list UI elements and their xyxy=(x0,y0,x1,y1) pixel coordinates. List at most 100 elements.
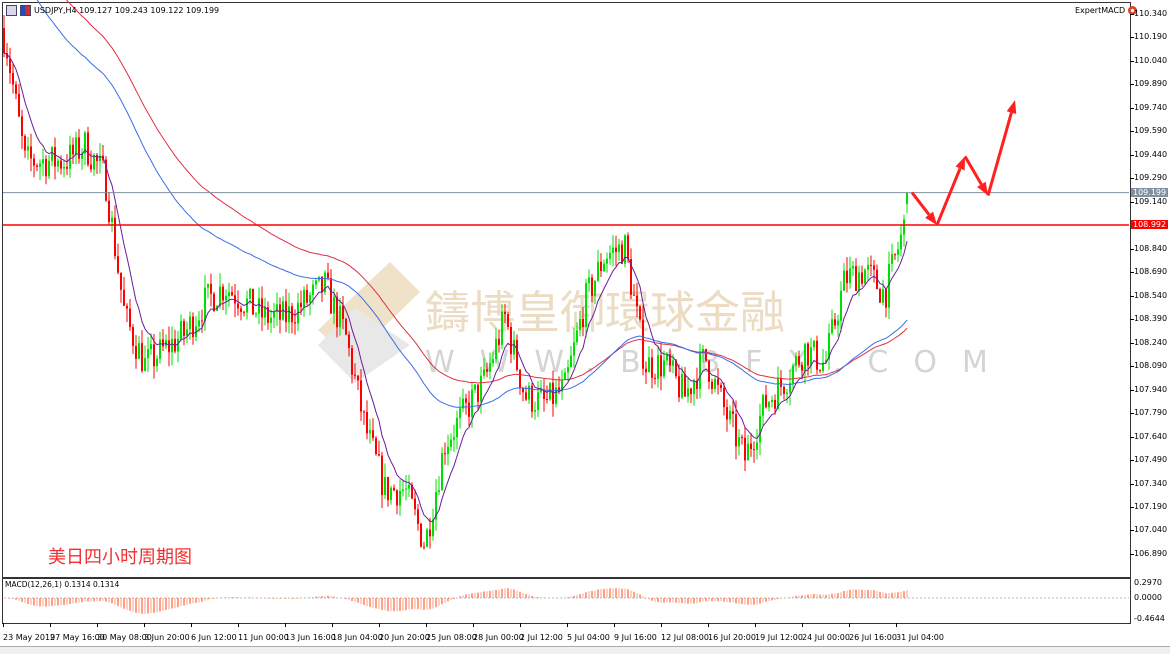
candle-body xyxy=(585,283,587,328)
candle-body xyxy=(189,316,191,330)
candle-body xyxy=(759,415,761,443)
candle-body xyxy=(474,384,476,390)
price-axis[interactable]: 110.340 110.190 110.040 109.890 109.740 109.5… xyxy=(1130,0,1170,578)
time-tick-label: 18 Jun 04:00 xyxy=(332,633,383,642)
projection-arrow-shaft xyxy=(963,155,983,186)
candle-body xyxy=(492,359,494,364)
candle-body xyxy=(795,356,797,366)
candle-body xyxy=(93,154,95,170)
candle-body xyxy=(411,484,413,499)
projection-arrow-head xyxy=(925,211,937,225)
macd-tick-label: -0.4644 xyxy=(1134,614,1165,623)
time-tick xyxy=(238,623,239,627)
candle-body xyxy=(393,487,395,491)
time-tick xyxy=(379,623,380,627)
time-tick xyxy=(285,623,286,627)
price-tick-label: 109.290 xyxy=(1134,173,1168,183)
candle-body xyxy=(480,375,482,402)
expert-status-icon xyxy=(1128,6,1138,15)
candle-body xyxy=(21,116,23,136)
candle-body xyxy=(732,411,734,414)
candle-body xyxy=(441,453,443,491)
candle-body xyxy=(339,305,341,328)
candle-body xyxy=(228,292,230,296)
ma-blue-line xyxy=(36,0,908,408)
time-tick-label: 9 Jul 16:00 xyxy=(614,633,657,642)
candle-body xyxy=(813,340,815,348)
candle-body xyxy=(144,358,146,371)
price-tick xyxy=(1130,272,1134,274)
candle-body xyxy=(525,392,527,400)
candle-body xyxy=(750,443,752,450)
candle-body xyxy=(468,402,470,417)
price-tick-label: 108.540 xyxy=(1134,290,1168,300)
projection-arrow-head xyxy=(955,156,965,171)
candle-body xyxy=(456,417,458,438)
candle-body xyxy=(816,340,818,370)
time-tick-label: 11 Jun 00:00 xyxy=(238,633,289,642)
candle-body xyxy=(384,477,386,495)
price-tick xyxy=(1130,483,1134,485)
candle-body xyxy=(774,399,776,409)
candle-body xyxy=(666,354,668,361)
candle-body xyxy=(153,344,155,367)
candle-body xyxy=(243,311,245,313)
candle-body xyxy=(426,529,428,547)
time-tick xyxy=(3,623,4,627)
candle-body xyxy=(66,166,68,169)
candle-body xyxy=(27,146,29,151)
candle-body xyxy=(810,347,812,366)
trading-icon[interactable] xyxy=(20,5,31,16)
price-tick-label: 106.890 xyxy=(1134,548,1168,558)
candle-body xyxy=(618,244,620,253)
candle-body xyxy=(471,389,473,417)
candle-body xyxy=(576,330,578,343)
candle-body xyxy=(792,365,794,384)
candle-body xyxy=(123,289,125,306)
candle-body xyxy=(267,307,269,323)
candle-body xyxy=(567,367,569,373)
candle-body xyxy=(288,306,290,323)
candle-body xyxy=(450,439,452,447)
price-tick xyxy=(1130,37,1134,39)
price-tick xyxy=(1130,131,1134,133)
candle-body xyxy=(324,272,326,293)
candle-body xyxy=(309,294,311,303)
candle-body xyxy=(261,298,263,318)
candle-body xyxy=(18,93,20,117)
candle-body xyxy=(765,394,767,408)
candle-body xyxy=(495,338,497,360)
candle-body xyxy=(447,446,449,455)
candle-body xyxy=(783,386,785,394)
price-chart-panel[interactable] xyxy=(2,2,1131,578)
candle-body xyxy=(873,265,875,270)
time-tick-label: 13 Jun 16:00 xyxy=(285,633,336,642)
candle-body xyxy=(882,289,884,303)
projection-arrow-shaft xyxy=(910,191,931,216)
expert-advisor[interactable]: ExpertMACD xyxy=(1075,6,1138,15)
time-tick-label: 24 Jul 00:00 xyxy=(802,633,850,642)
projection-arrow-shaft xyxy=(986,112,1013,196)
candle-body xyxy=(642,319,644,369)
candle-body xyxy=(348,334,350,349)
candle-body xyxy=(9,58,11,74)
candle-body xyxy=(162,339,164,347)
candle-body xyxy=(864,269,866,284)
candle-body xyxy=(867,264,869,270)
candle-body xyxy=(720,384,722,389)
chart-annotation: 美日四小时周期图 xyxy=(48,547,192,568)
candle-body xyxy=(42,159,44,164)
candle-body xyxy=(237,303,239,309)
candle-body xyxy=(519,369,521,389)
price-tick-label: 109.890 xyxy=(1134,79,1168,89)
candle-body xyxy=(735,413,737,447)
candle-body xyxy=(537,392,539,411)
chart-window-icon[interactable] xyxy=(6,5,17,16)
candle-body xyxy=(84,132,86,154)
time-tick-label: 5 Jul 04:00 xyxy=(567,633,610,642)
price-tick-label: 107.490 xyxy=(1134,455,1168,465)
time-tick xyxy=(520,623,521,627)
candle-body xyxy=(885,289,887,308)
candle-body xyxy=(432,519,434,537)
candle-body xyxy=(582,319,584,328)
